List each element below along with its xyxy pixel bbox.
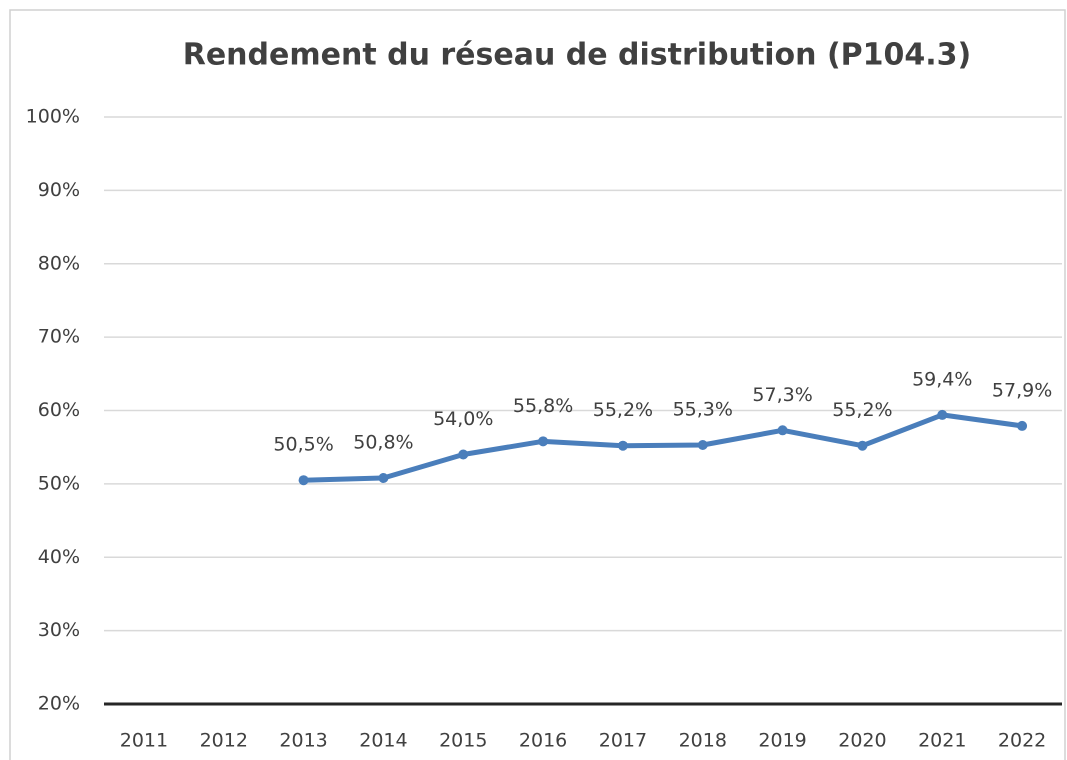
chart-title: Rendement du réseau de distribution (P10…: [183, 38, 972, 73]
x-tick-label: 2015: [439, 730, 487, 752]
x-tick-label: 2021: [918, 730, 966, 752]
chart-frame: [9, 9, 1066, 760]
x-tick-label: 2014: [359, 730, 407, 752]
data-label: 59,4%: [912, 368, 972, 390]
data-label: 55,3%: [673, 398, 733, 420]
y-tick-label: 100%: [26, 106, 80, 128]
data-label: 55,8%: [513, 395, 573, 417]
data-point: [857, 440, 868, 451]
x-tick-label: 2020: [838, 730, 886, 752]
y-tick-label: 80%: [38, 252, 80, 274]
data-label: 50,8%: [353, 432, 413, 454]
y-tick-label: 90%: [38, 179, 80, 201]
data-point: [298, 475, 309, 486]
data-point: [697, 439, 708, 450]
y-tick-label: 70%: [38, 326, 80, 348]
x-tick-label: 2013: [279, 730, 327, 752]
x-tick-label: 2022: [998, 730, 1046, 752]
y-tick-label: 30%: [38, 619, 80, 641]
data-point: [617, 440, 628, 451]
x-tick-label: 2011: [120, 730, 168, 752]
y-tick-label: 40%: [38, 546, 80, 568]
x-tick-label: 2016: [519, 730, 567, 752]
y-tick-label: 20%: [38, 693, 80, 715]
data-point: [378, 473, 389, 484]
data-point: [937, 409, 948, 420]
y-tick-label: 50%: [38, 472, 80, 494]
data-label: 57,3%: [752, 384, 812, 406]
data-label: 55,2%: [832, 399, 892, 421]
data-point: [777, 425, 788, 436]
data-label: 57,9%: [992, 379, 1052, 401]
data-label: 54,0%: [433, 408, 493, 430]
y-tick-label: 60%: [38, 399, 80, 421]
series-line: [301, 412, 1025, 483]
data-label: 55,2%: [593, 399, 653, 421]
x-tick-label: 2018: [679, 730, 727, 752]
data-point: [1017, 420, 1028, 431]
data-point: [458, 449, 469, 460]
x-tick-label: 2017: [599, 730, 647, 752]
x-tick-label: 2019: [758, 730, 806, 752]
data-label: 50,5%: [273, 434, 333, 456]
x-tick-label: 2012: [200, 730, 248, 752]
data-point: [538, 436, 549, 447]
